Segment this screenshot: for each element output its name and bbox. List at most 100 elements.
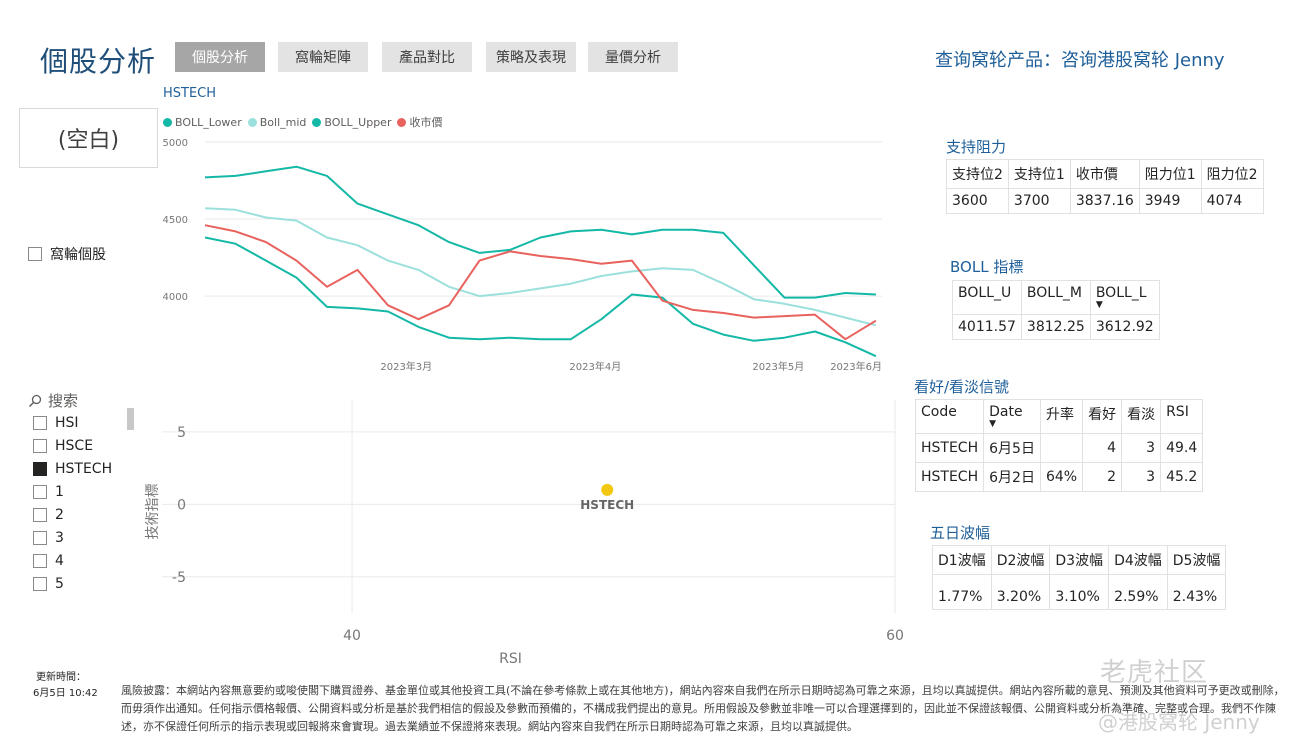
watermark-logo: 老虎社区 [1100, 658, 1209, 688]
series-line-boll-mid[interactable] [204, 207, 877, 327]
page-title: 個股分析 [40, 45, 157, 78]
table-header[interactable]: D3波幅 [1049, 545, 1110, 575]
series-line-boll-upper[interactable] [204, 165, 876, 299]
table-header[interactable]: 收市價 [1069, 159, 1140, 189]
search-placeholder: 搜索 [48, 392, 79, 410]
table-cell: 4011.57 [952, 314, 1022, 340]
table-header-label: Date [989, 404, 1023, 420]
y-tick-label: 4500 [163, 215, 188, 226]
scrollbar[interactable] [127, 408, 134, 430]
volatility-table: D1波幅 D2波幅 D3波幅 D4波幅 D5波幅 1.77% 3.20% 3.1… [932, 545, 1227, 610]
tab-stock-analysis[interactable]: 個股分析 [175, 42, 265, 72]
scatter-point[interactable] [601, 483, 614, 496]
table-header[interactable]: BOLL_L ▼ [1089, 280, 1160, 315]
boll-title: BOLL 指標 [950, 258, 1024, 276]
table-header[interactable]: BOLL_U [952, 280, 1022, 315]
sort-down-icon[interactable]: ▼ [1095, 300, 1103, 310]
scatter-point-label: HSTECH [580, 498, 634, 512]
table-cell: 3812.25 [1020, 314, 1091, 340]
y-tick-label: -5 [172, 570, 186, 586]
checkbox-icon[interactable] [33, 485, 47, 499]
legend-item[interactable]: 收市價 [397, 114, 442, 130]
table-row: 3600 3700 3837.16 3949 4074 [946, 188, 1264, 214]
checkbox-icon[interactable] [33, 416, 47, 430]
table-header[interactable]: D5波幅 [1166, 545, 1227, 575]
table-header[interactable]: Code [914, 399, 985, 434]
table-header[interactable]: D1波幅 [932, 545, 992, 575]
list-item[interactable]: HSTECH [33, 461, 112, 477]
support-resistance-table: 支持位2 支持位1 收市價 阻力位1 阻力位2 3600 3700 3837.1… [946, 159, 1264, 214]
table-header[interactable]: 看淡 [1121, 399, 1162, 434]
table-header[interactable]: 支持位2 [946, 159, 1009, 189]
bollinger-line-chart: 5000 4500 4000 2023年3月 2023年4月 2023年5月 2023年6月 [163, 138, 882, 373]
y-axis-label: 技術指標 [145, 484, 161, 540]
table-header[interactable]: 阻力位2 [1200, 159, 1264, 189]
y-tick-label: 4000 [163, 292, 188, 303]
legend-item[interactable]: BOLL_Upper [312, 116, 391, 129]
checkbox-icon[interactable] [33, 439, 47, 453]
checkbox-icon[interactable] [33, 554, 47, 568]
sort-down-icon[interactable]: ▼ [989, 419, 997, 429]
checkbox-icon[interactable] [33, 508, 47, 522]
list-item-label: 1 [55, 484, 64, 500]
table-cell: 4 [1082, 433, 1123, 463]
table-cell: 4074 [1200, 188, 1264, 214]
checkbox-icon[interactable] [33, 531, 47, 545]
support-resistance-title: 支持阻力 [946, 138, 1007, 156]
y-tick-label: 5000 [163, 138, 188, 149]
legend-item[interactable]: BOLL_Lower [163, 116, 242, 129]
tab-volume-price[interactable]: 量價分析 [588, 42, 678, 72]
tab-strategy[interactable]: 策略及表現 [486, 42, 576, 72]
legend-label: 收市價 [409, 116, 443, 129]
table-header[interactable]: 看好 [1082, 399, 1123, 434]
table-cell: 2.59% [1108, 574, 1168, 610]
table-header[interactable]: RSI [1160, 399, 1204, 434]
table-cell: 3 [1121, 433, 1162, 463]
table-header[interactable]: 支持位1 [1007, 159, 1071, 189]
y-tick-label: 0 [177, 497, 186, 513]
legend-item[interactable]: Boll_mid [247, 115, 307, 129]
boll-table: BOLL_U BOLL_M BOLL_L ▼ 4011.57 3812.25 36… [952, 280, 1160, 340]
table-cell: 2 [1082, 462, 1123, 492]
list-item-label: 3 [55, 530, 64, 546]
tab-warrant-matrix[interactable]: 窩輪矩陣 [278, 42, 368, 72]
list-item[interactable]: 5 [33, 576, 64, 592]
checkbox-checked-icon[interactable] [33, 462, 47, 476]
list-item[interactable]: 2 [33, 507, 64, 523]
table-cell: 3.20% [990, 574, 1051, 610]
table-cell: 64% [1039, 462, 1084, 492]
table-header[interactable]: 阻力位1 [1138, 159, 1202, 189]
blank-slicer[interactable]: (空白) [19, 108, 158, 168]
table-cell: 45.2 [1160, 462, 1204, 492]
list-item[interactable]: HSCE [33, 438, 93, 454]
table-cell: 3949 [1138, 188, 1202, 214]
checkbox-icon[interactable] [28, 247, 42, 261]
tab-product-compare[interactable]: 產品對比 [382, 42, 472, 72]
list-item[interactable]: HSI [33, 415, 79, 431]
x-tick-label: 60 [886, 628, 904, 644]
legend-dot-icon [163, 117, 172, 127]
search-box[interactable]: 搜索 [28, 390, 78, 411]
legend-label: Boll_mid [259, 115, 307, 129]
checkbox-icon[interactable] [33, 577, 47, 591]
blank-slicer-label: (空白) [57, 128, 120, 153]
list-item[interactable]: 3 [33, 530, 64, 546]
series-line-boll-lower[interactable] [204, 236, 877, 358]
series-line--[interactable] [204, 224, 877, 341]
table-header[interactable]: D2波幅 [990, 545, 1051, 575]
search-icon [28, 394, 42, 407]
table-header[interactable]: BOLL_M [1020, 280, 1091, 315]
list-item[interactable]: 4 [33, 553, 64, 569]
table-header[interactable]: 升率 [1039, 399, 1084, 434]
table-header-label: BOLL_L [1095, 285, 1147, 301]
update-time-label: 更新時間： [36, 672, 86, 683]
query-warrant-link[interactable]: 查询窝轮产品：咨询港股窝轮 Jenny [935, 50, 1225, 71]
table-cell: 3 [1121, 462, 1162, 492]
list-item-label: 5 [55, 576, 64, 592]
table-header[interactable]: D4波幅 [1108, 545, 1168, 575]
legend-label: BOLL_Upper [324, 115, 392, 129]
table-row: 4011.57 3812.25 3612.92 [952, 314, 1160, 340]
warrant-stock-checkbox[interactable]: 窩輪個股 [28, 244, 106, 264]
table-header[interactable]: Date ▼ [983, 399, 1041, 434]
list-item[interactable]: 1 [33, 484, 64, 500]
